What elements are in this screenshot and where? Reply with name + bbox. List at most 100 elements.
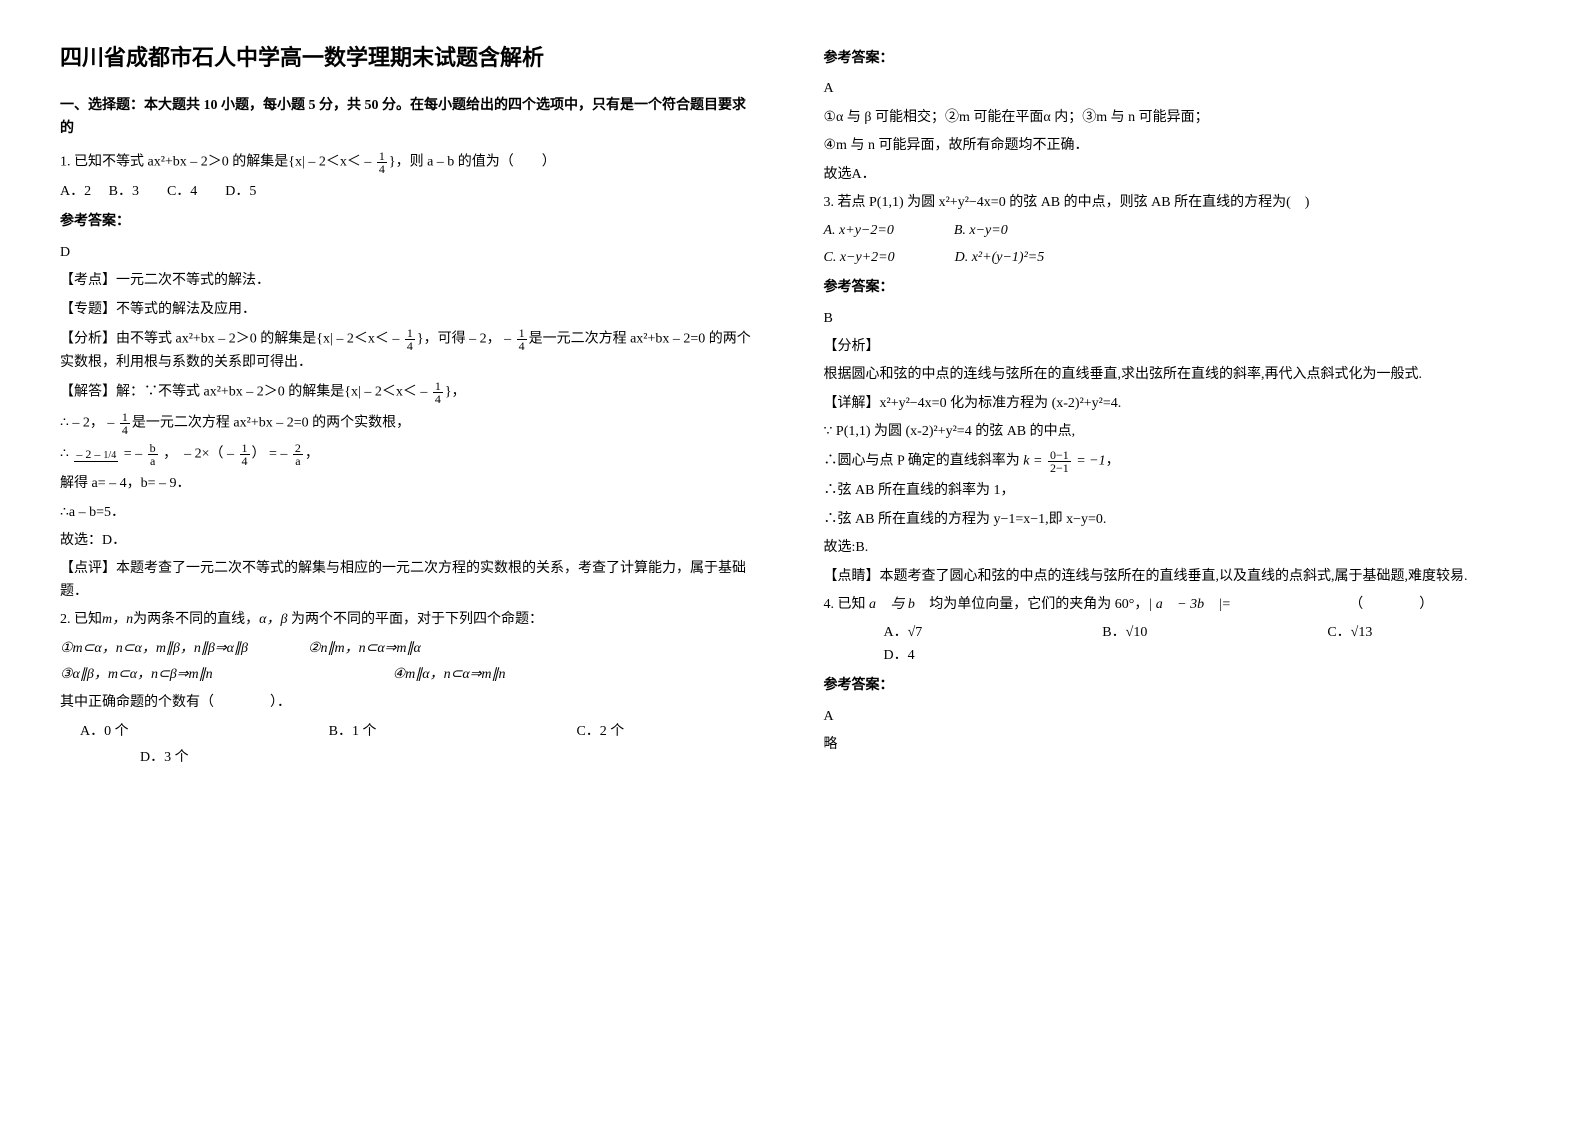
q2-stem-b: 为两条不同的直线， <box>133 612 259 627</box>
q3-stem-text: 3. 若点 P(1,1) 为圆 x²+y²−4x=0 的弦 AB 的中点，则弦 … <box>824 195 1310 210</box>
q3-dp: 【点睛】本题考查了圆心和弦的中点的连线与弦所在的直线垂直,以及直线的点斜式,属于… <box>824 566 1548 588</box>
frac-1-4: 14 <box>377 150 387 175</box>
q1-jieda: 【解答】解：∵不等式 ax²+bx – 2＞0 的解集是{x| – 2＜x＜ –… <box>60 380 754 405</box>
therefore: ∴ <box>60 447 69 462</box>
q1-options: A．2 B．3 C．4 D．5 <box>60 181 754 203</box>
q2-opts-row2: ③α∥β，m⊂α，n⊂β⇒m∥n ④m∥α，n⊂α⇒m∥n <box>60 664 754 686</box>
answer-label: 参考答案： <box>824 48 1548 70</box>
q3-opts-row2: C. x−y+2=0 D. x²+(y−1)²=5 <box>824 247 1548 269</box>
q4-lue: 略 <box>824 734 1548 756</box>
q3-stem: 3. 若点 P(1,1) 为圆 x²+y²−4x=0 的弦 AB 的中点，则弦 … <box>824 192 1548 214</box>
q1-stem-b: }，则 a – b 的值为（ ） <box>389 155 556 170</box>
eq2: = – <box>269 447 291 462</box>
frac-b-a: ba <box>148 442 158 467</box>
q2-oD: D．3 个 <box>140 750 189 765</box>
q2-choices-row1: A．0 个 B．1 个 C．2 个 <box>60 721 754 743</box>
paren: ） <box>252 447 266 462</box>
var-n: ，n <box>112 612 133 627</box>
q4-oC: C．√13 <box>1327 622 1372 644</box>
q1-kaodian: 【考点】一元二次不等式的解法． <box>60 270 754 292</box>
answer-label: 参考答案： <box>60 211 754 233</box>
q1-stem-a: 1. 已知不等式 ax²+bx – 2＞0 的解集是{x| – 2＜x＜ – <box>60 155 375 170</box>
var-m: m <box>102 612 112 627</box>
q1-fenxi-b: }，可得 – 2， <box>417 332 501 347</box>
answer-label: 参考答案： <box>824 675 1548 697</box>
frac-slope: 0−12−1 <box>1048 449 1071 474</box>
q3-e1: 根据圆心和弦的中点的连线与弦所在的直线垂直,求出弦所在直线的斜率,再代入点斜式化… <box>824 364 1548 386</box>
q3-answer: B <box>824 308 1548 330</box>
q1-step1-b: 是一元二次方程 ax²+bx – 2=0 的两个实数根， <box>132 416 410 431</box>
q1-jieda-a: 【解答】解：∵不等式 ax²+bx – 2＞0 的解集是{x| – 2＜x＜ – <box>60 385 431 400</box>
q4-answer: A <box>824 706 1548 728</box>
q4-stem-a: 4. 已知 <box>824 597 866 612</box>
neg-frac: – <box>104 416 118 431</box>
q4-stem-b: 均为单位向量，它们的夹角为 60°， <box>929 597 1148 612</box>
q1-answer: D <box>60 242 754 264</box>
q2-opt2: ②n∥m，n⊂α⇒m∥α <box>308 638 421 660</box>
q1-step5: 故选：D． <box>60 530 754 552</box>
comma: ， – 2×（ – <box>163 447 237 462</box>
frac-1-4: 14 <box>433 380 443 405</box>
var-beta: ，β <box>266 612 287 627</box>
q3-opts-row1: A. x+y−2=0 B. x−y=0 <box>824 220 1548 242</box>
q3-e6: ∴弦 AB 所在直线的方程为 y−1=x−1,即 x−y=0. <box>824 509 1548 531</box>
frac-1-4: 14 <box>517 327 527 352</box>
q1-step1-a: ∴ – 2， <box>60 416 104 431</box>
q2-opt1: ①m⊂α，n⊂α，m∥β，n∥β⇒α∥β <box>60 638 248 660</box>
q4-stem: 4. 已知 a⃗ 与 b⃗ 均为单位向量，它们的夹角为 60°，| a⃗ − 3… <box>824 594 1548 616</box>
q2-exp3: 故选A． <box>824 164 1548 186</box>
q3-e4-b: ， <box>1106 454 1120 469</box>
page-title: 四川省成都市石人中学高一数学理期末试题含解析 <box>60 40 754 75</box>
q2-stem-c: 为两个不同的平面，对于下列四个命题： <box>287 612 543 627</box>
q3-e7: 故选:B. <box>824 537 1548 559</box>
left-column: 四川省成都市石人中学高一数学理期末试题含解析 一、选择题：本大题共 10 小题，… <box>0 0 794 1122</box>
frac-1-4: 14 <box>405 327 415 352</box>
frac-1-4: 14 <box>240 442 250 467</box>
q3-e2: 【详解】x²+y²−4x=0 化为标准方程为 (x-2)²+y²=4. <box>824 393 1548 415</box>
q4-opts-row1: A．√7 B．√10 C．√13 <box>824 622 1548 644</box>
q2-stem-a: 2. 已知 <box>60 612 102 627</box>
q3-e3-text: ∵ P(1,1) 为圆 (x-2)²+y²=4 的弦 AB 的中点, <box>824 424 1076 439</box>
q2-opts-row1: ①m⊂α，n⊂α，m∥β，n∥β⇒α∥β ②n∥m，n⊂α⇒m∥α <box>60 638 754 660</box>
q1-step2: ∴ – 2 – 1/4 = – ba ， – 2×（ – 14） = – 2a， <box>60 442 754 467</box>
q1-fenxi-a: 【分析】由不等式 ax²+bx – 2＞0 的解集是{x| – 2＜x＜ – <box>60 332 403 347</box>
q4-oA: A．√7 <box>884 622 923 644</box>
q4-oD: D．4 <box>884 648 915 663</box>
q3-e3: ∵ P(1,1) 为圆 (x-2)²+y²=4 的弦 AB 的中点, <box>824 421 1548 443</box>
q2-exp2: ④m 与 n 可能异面，故所有命题均不正确． <box>824 135 1548 157</box>
frac-2-a: 2a <box>293 442 303 467</box>
q1-zhuanti: 【专题】不等式的解法及应用． <box>60 299 754 321</box>
frac-1-4: 14 <box>120 411 130 436</box>
q2-stem: 2. 已知m，n为两条不同的直线，α，β 为两个不同的平面，对于下列四个命题： <box>60 609 754 631</box>
vec-a-b: a⃗ 与 b⃗ <box>866 597 930 612</box>
q1-step1: ∴ – 2， – 14是一元二次方程 ax²+bx – 2=0 的两个实数根， <box>60 411 754 436</box>
q2-oB: B．1 个 <box>329 721 377 743</box>
q2-exp1: ①α 与 β 可能相交；②m 可能在平面α 内；③m 与 n 可能异面； <box>824 107 1548 129</box>
slope-frac: k = <box>1023 454 1046 469</box>
neg-frac: – <box>501 332 515 347</box>
frac-expr: – 2 – 1/4 <box>74 448 118 462</box>
abs-a-3b: | a⃗ − 3b⃗ | <box>1148 597 1222 612</box>
q4-stem-c: = （ ） <box>1222 597 1433 612</box>
q1-fenxi: 【分析】由不等式 ax²+bx – 2＞0 的解集是{x| – 2＜x＜ – 1… <box>60 327 754 374</box>
q3-e4-a: ∴圆心与点 P 确定的直线斜率为 <box>824 454 1020 469</box>
q1-dianping: 【点评】本题考查了一元二次不等式的解集与相应的一元二次方程的实数根的关系，考查了… <box>60 558 754 603</box>
q3-e4: ∴圆心与点 P 确定的直线斜率为 k = 0−12−1 = −1， <box>824 449 1548 474</box>
q1-jieda-b: }， <box>445 385 466 400</box>
q3-fenxi: 【分析】 <box>824 336 1548 358</box>
q3-oA: A. x+y−2=0 <box>824 220 894 242</box>
q1-step4: ∴a – b=5． <box>60 502 754 524</box>
answer-label: 参考答案： <box>824 277 1548 299</box>
q2-opt4: ④m∥α，n⊂α⇒m∥n <box>393 664 506 686</box>
q2-tail: 其中正确命题的个数有（ ）． <box>60 692 754 714</box>
section-heading: 一、选择题：本大题共 10 小题，每小题 5 分，共 50 分。在每小题给出的四… <box>60 95 754 140</box>
q2-choices-row2: D．3 个 <box>60 747 754 769</box>
comma2: ， <box>305 447 319 462</box>
q3-e5: ∴弦 AB 所在直线的斜率为 1， <box>824 480 1548 502</box>
q3-oC: C. x−y+2=0 <box>824 247 895 269</box>
q3-oD: D. x²+(y−1)²=5 <box>955 247 1045 269</box>
q4-oB: B．√10 <box>1102 622 1147 644</box>
q2-oC: C．2 个 <box>576 721 624 743</box>
q2-oA: A．0 个 <box>80 721 129 743</box>
q3-e2-text: 【详解】x²+y²−4x=0 化为标准方程为 (x-2)²+y²=4. <box>824 396 1122 411</box>
